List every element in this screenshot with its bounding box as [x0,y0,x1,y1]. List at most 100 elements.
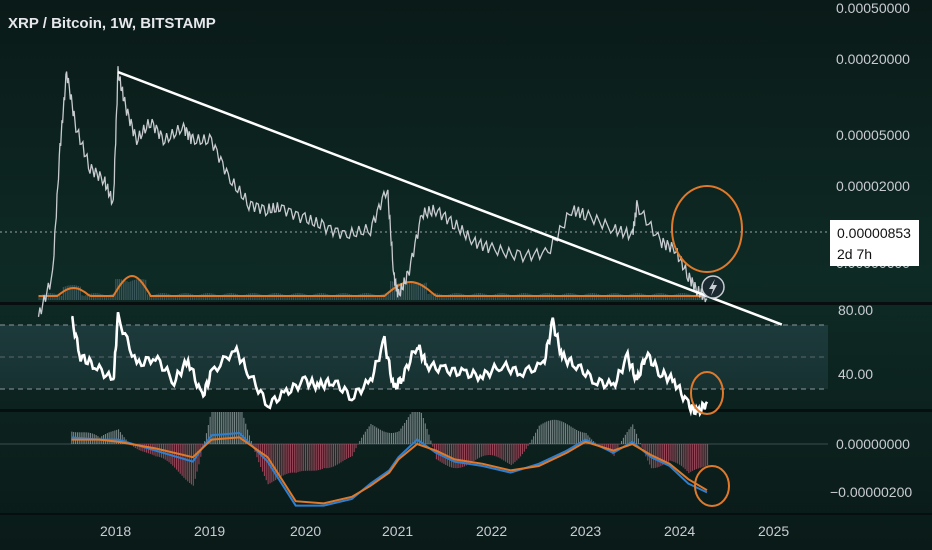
macd-histogram-bar [288,444,290,474]
volume-bar [291,294,293,300]
macd-histogram-bar [452,444,454,468]
macd-histogram-bar [639,443,641,444]
volume-bar [244,294,246,300]
volume-bar [214,294,216,300]
macd-histogram-bar [568,425,570,444]
macd-histogram-bar [252,444,254,447]
volume-bar [358,294,360,300]
volume-bar [124,280,126,300]
volume-bar [79,286,81,300]
macd-histogram-bar [579,431,581,444]
macd-histogram-bar [404,423,406,444]
volume-bar [102,294,104,300]
macd-histogram-bar [183,444,185,478]
chart-title: XRP / Bitcoin, 1W, BITSTAMP [8,15,216,32]
volume-bar [672,295,674,300]
macd-histogram-bar [284,444,286,475]
volume-bar [66,285,68,300]
macd-histogram-bar [658,444,660,467]
price-highlight-circle [671,185,743,273]
macd-histogram-bar [222,412,224,444]
macd-histogram-bar [542,423,544,444]
macd-histogram-bar [641,444,643,448]
macd-histogram-bar [181,444,183,476]
macd-histogram-bar [278,444,280,478]
macd-histogram-bar [686,444,688,471]
volume-bar [373,294,375,300]
volume-bar [328,294,330,300]
macd-histogram-bar [454,444,456,469]
macd-histogram-bar [327,444,329,469]
volume-bar [517,294,519,300]
macd-histogram-bar [305,444,307,471]
macd-histogram-bar [99,437,101,444]
macd-histogram-bar [520,444,522,457]
volume-ma-line [38,274,707,297]
macd-histogram-bar [217,412,219,444]
rsi-series [71,311,709,418]
macd-histogram-bar [493,444,495,456]
lightning-icon[interactable] [701,275,725,299]
volume-bar [261,294,263,300]
trendline [117,70,783,326]
macd-histogram-bar [699,444,701,468]
volume-bar [105,296,107,300]
volume-bar [311,295,313,300]
macd-histogram-bar [293,444,295,473]
macd-histogram-bar [247,429,249,444]
macd-histogram-bar [323,444,325,469]
volume-bar [530,294,532,300]
volume-bar [87,294,89,300]
volume-bar [584,294,586,300]
volume-bar [599,294,601,300]
volume-bar [468,295,470,300]
macd-histogram-bar [626,432,628,444]
macd-histogram-bar [204,441,206,444]
macd-histogram-bar [492,444,494,456]
volume-bar [115,279,117,300]
macd-histogram-bar [248,435,250,444]
price-line [37,66,708,317]
macd-histogram-bar [557,420,559,444]
macd-histogram-bar [450,444,452,468]
macd-histogram-bar [471,444,473,463]
macd-histogram-bar [213,412,215,444]
macd-histogram-bar [555,419,557,444]
volume-bar [352,295,354,300]
volume-bar [418,282,420,300]
macd-histogram-bar [480,444,482,457]
volume-bar [350,294,352,300]
macd-histogram-bar [321,444,323,469]
volume-bar [691,295,693,300]
volume-bar [104,295,106,300]
volume-bar [305,294,308,300]
volume-bar [223,294,225,300]
macd-histogram-bar [409,414,411,444]
macd-histogram-bar [118,429,120,444]
volume-bar [433,293,435,300]
macd-histogram-bar [138,444,140,451]
volume-bar [122,279,124,300]
macd-histogram-bar [665,444,667,463]
macd-histogram-bar [207,425,209,444]
volume-bar [535,295,538,300]
macd-histogram-bar [508,444,510,464]
macd-histogram-bar [456,444,458,469]
volume-bar [386,293,388,300]
macd-histogram-bar [189,444,191,483]
macd-histogram-bar [521,444,523,455]
volume-bar [577,294,579,300]
macd-histogram-bar [224,412,226,444]
macd-histogram-bar [392,432,394,444]
volume-bar [264,295,266,300]
volume-bar [201,294,203,300]
macd-histogram-bar [220,412,222,444]
macd-histogram-bar [306,444,308,471]
volume-bar [575,294,577,300]
volume-bar [236,294,238,300]
volume-bar [176,294,179,300]
volume-bar [281,294,283,300]
macd-histogram-bar [531,439,533,444]
macd-histogram-bar [282,444,284,476]
volume-bar [562,294,564,300]
